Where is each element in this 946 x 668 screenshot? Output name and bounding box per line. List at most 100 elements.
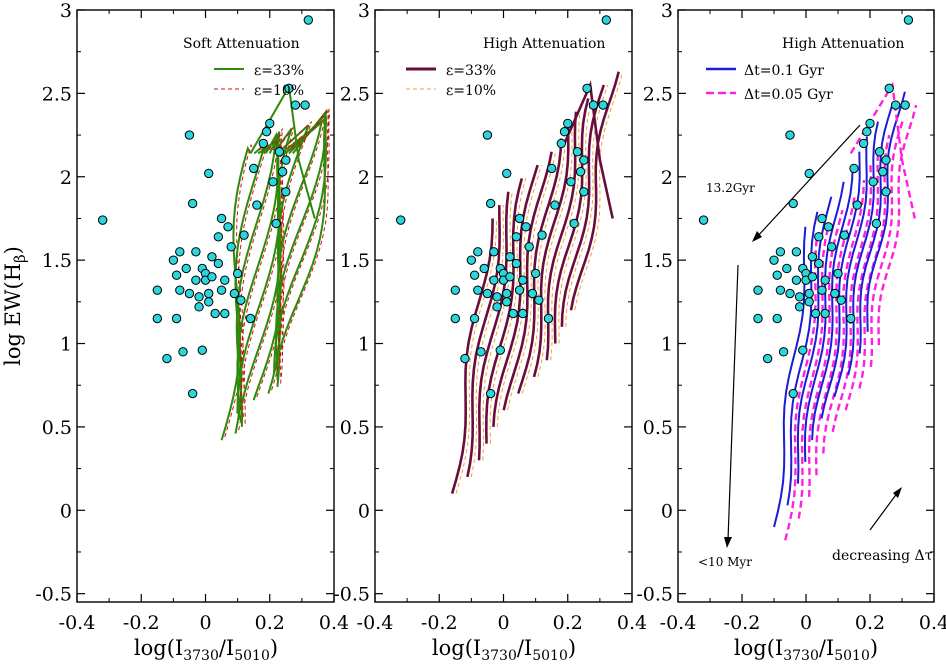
panel-1-title: Soft Attenuation [183,36,300,52]
x-tick-label: 0 [199,612,211,634]
observed-point [460,353,470,364]
track-eps10 [240,133,283,417]
observed-point [518,275,528,285]
track-dt-0-05 [877,104,918,346]
panel-1-points [98,15,313,399]
track-eps10 [482,191,513,461]
observed-point [187,198,198,209]
y-tick-label: -0.5 [35,584,72,606]
observed-point [171,313,182,324]
track-eps10 [238,140,269,431]
x-axis-label-2: log(I3730/I5010) [432,636,576,664]
observed-point [820,308,830,319]
observed-point [511,258,522,269]
observed-point [284,83,294,94]
observed-point [550,200,560,210]
track-eps10 [455,218,497,494]
observed-point [502,168,512,179]
observed-point [229,288,240,299]
observed-point [833,268,843,279]
y-tick-label: 0.5 [42,417,72,439]
observed-point [514,213,525,224]
observed-point [175,247,185,257]
panel-3-ticks: -0.4 -0.2 0 0.2 0.4 -0.5 0 0.5 1 1.5 2 2.5 3 [636,0,946,634]
arrow-young [727,264,739,541]
observed-point [271,218,281,229]
y-tick-label: 2.5 [42,83,72,105]
observed-point [265,118,275,129]
observed-point [546,163,557,174]
x-tick-label: 0 [497,612,509,634]
panel-2-tracks [450,71,624,494]
observed-point [187,388,198,399]
observed-point [485,198,496,209]
observed-point [900,100,910,110]
observed-point [489,247,499,257]
observed-point [204,288,214,299]
y-tick-label: 2.5 [340,83,370,105]
observed-point [469,313,480,324]
y-tick-label: 3 [358,0,370,22]
observed-point [281,155,291,165]
arrow-age-head [752,231,762,242]
x-tick-label: 0.2 [255,612,285,634]
arrow-dtau [869,491,899,531]
observed-point [191,275,201,285]
observed-point [236,295,246,305]
observed-point [495,345,505,355]
legend-2-label-2: ε=10% [446,83,496,99]
observed-point [814,258,824,269]
panel-3-tracks [773,81,918,541]
x-tick-label: -0.4 [660,612,697,634]
observed-point [588,100,599,110]
observed-point [830,288,840,299]
observed-point [794,302,805,312]
y-tick-label: 2 [358,167,370,189]
y-axis-label: log EW(Hβ) [1,246,29,366]
observed-point [194,292,204,302]
track-eps33 [560,84,606,327]
observed-point [258,138,269,149]
track-envelope [563,80,614,219]
observed-point [248,163,259,174]
observed-point [791,247,802,257]
observed-point [530,268,541,279]
observed-point [753,285,763,295]
track-dt-0-1 [796,196,833,484]
observed-point [181,263,191,274]
panel-3-points [698,15,914,399]
observed-point [579,155,589,165]
observed-point [492,302,502,312]
observed-point [277,167,288,177]
observed-point [575,167,586,177]
y-tick-label: 1 [661,334,673,356]
observed-point [178,347,188,357]
observed-point [582,83,592,94]
observed-point [804,288,814,299]
observed-point [213,258,224,269]
observed-point [563,118,573,129]
observed-point [152,285,163,295]
observed-point [753,313,763,324]
observed-point [473,247,483,257]
y-tick-label: 0.5 [643,417,673,439]
observed-point [396,215,406,225]
observed-point [518,308,528,319]
observed-point [556,138,567,149]
track-eps10 [240,129,284,411]
track-eps33 [492,164,539,427]
observed-point [216,213,227,224]
observed-point [245,313,256,324]
x-tick-label: 0.4 [919,612,946,634]
observed-point [450,285,461,295]
observed-point [268,177,278,187]
observed-point [878,167,888,177]
observed-point [482,288,493,299]
observed-point [505,272,515,282]
y-tick-label: 2 [60,167,72,189]
observed-point [823,222,834,232]
observed-point [300,100,310,110]
observed-point [303,15,313,25]
panel-high-attenuation-dt: -0.4 -0.2 0 0.2 0.4 -0.5 0 0.5 1 1.5 2 2.5 3 High At… [636,0,946,634]
observed-point [849,163,859,174]
